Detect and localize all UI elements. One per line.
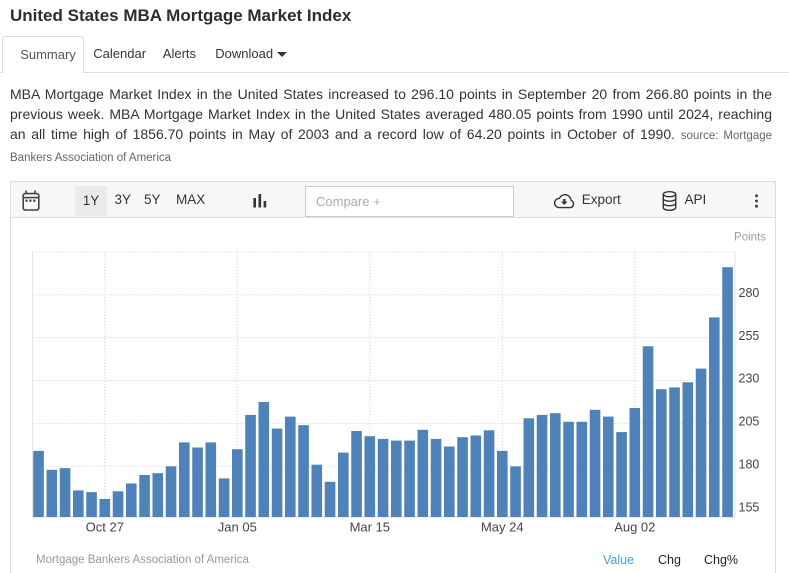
svg-text:155: 155 bbox=[739, 500, 760, 514]
svg-text:Points: Points bbox=[734, 232, 766, 244]
svg-text:Mortgage Bankers Association o: Mortgage Bankers Association of America bbox=[36, 554, 249, 566]
svg-text:Mar 15: Mar 15 bbox=[350, 520, 390, 535]
svg-text:230: 230 bbox=[739, 372, 760, 386]
svg-text:Value: Value bbox=[603, 553, 634, 567]
svg-text:205: 205 bbox=[739, 415, 760, 429]
svg-text:May 24: May 24 bbox=[481, 520, 524, 535]
svg-text:Jan 05: Jan 05 bbox=[218, 520, 257, 535]
svg-text:Chg%: Chg% bbox=[704, 553, 738, 567]
svg-text:180: 180 bbox=[739, 458, 760, 472]
svg-text:Aug 02: Aug 02 bbox=[614, 520, 655, 535]
svg-text:Oct 27: Oct 27 bbox=[86, 520, 124, 535]
svg-text:Chg: Chg bbox=[658, 553, 681, 567]
svg-text:280: 280 bbox=[739, 286, 760, 300]
svg-text:255: 255 bbox=[739, 329, 760, 343]
